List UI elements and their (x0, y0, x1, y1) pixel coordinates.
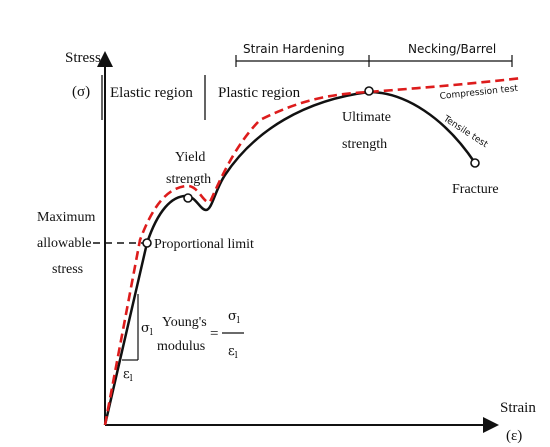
ultimate-strength-label-2: strength (342, 137, 387, 152)
compression-test-curve (103, 76, 523, 426)
necking-barrel-label: Necking/Barrel (408, 42, 496, 56)
x-axis-label: Strain (500, 400, 536, 416)
proportional-limit-label: Proportional limit (154, 237, 254, 252)
hardening-necking-bracket (235, 55, 513, 67)
compression-test-label: Compression test (439, 84, 519, 102)
yield-strength-marker (183, 193, 193, 203)
y-axis-label: Stress (65, 50, 101, 66)
proportional-limit-marker (142, 238, 152, 248)
triangle-horizontal-epsilon: εl (123, 367, 133, 384)
max-allowable-label-2: allowable (37, 236, 91, 251)
x-axis-symbol: (ε) (506, 428, 522, 444)
youngs-numerator: σl (228, 309, 240, 326)
plastic-region-label: Plastic region (218, 85, 301, 101)
fracture-marker (470, 158, 480, 168)
max-allowable-label-1: Maximum (37, 210, 95, 225)
youngs-label-2: modulus (157, 339, 205, 354)
strain-hardening-label: Strain Hardening (243, 42, 345, 56)
ultimate-strength-label-1: Ultimate (342, 110, 391, 125)
youngs-modulus-triangle (122, 294, 139, 361)
youngs-denominator: εl (228, 344, 238, 361)
yield-strength-label-1: Yield (175, 150, 205, 165)
ultimate-strength-marker (364, 86, 374, 96)
youngs-equals: = (210, 326, 218, 342)
max-allowable-label-3: stress (52, 262, 83, 277)
fracture-label: Fracture (452, 182, 499, 197)
tensile-test-curve (103, 90, 477, 426)
youngs-label-1: Young's (162, 315, 207, 330)
elastic-region-label: Elastic region (110, 85, 193, 101)
yield-strength-label-2: strength (166, 172, 211, 187)
tensile-test-label: Tensile test (441, 114, 490, 151)
triangle-vertical-sigma: σl (141, 321, 153, 338)
y-axis-symbol: (σ) (72, 84, 90, 100)
